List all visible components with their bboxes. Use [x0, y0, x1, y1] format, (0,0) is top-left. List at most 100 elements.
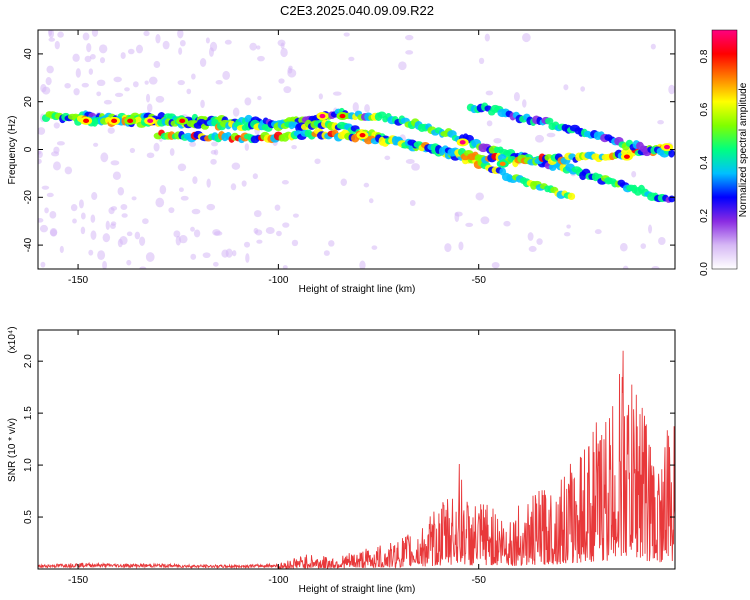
- heatmap-cell: [105, 220, 110, 230]
- heatmap-cell: [129, 147, 136, 154]
- heatmap-cell: [132, 81, 139, 88]
- heatmap-cell: [155, 197, 165, 208]
- heatmap-cell: [535, 134, 544, 143]
- heatmap-cell: [484, 33, 490, 42]
- heatmap-cell: [102, 233, 111, 243]
- heatmap-cell: [78, 199, 84, 209]
- heatmap-cell: [276, 230, 282, 237]
- heatmap-cell: [100, 152, 109, 163]
- heatmap-cell: [208, 47, 214, 57]
- snr-y-ticks: 0.5 1.0 1.5 2.0: [23, 354, 675, 524]
- heatmap-cell: [162, 40, 170, 50]
- heatmap-cell: [139, 266, 147, 269]
- heatmap-cell: [112, 171, 121, 180]
- heatmap-cell: [491, 261, 500, 269]
- heatmap-cell: [409, 200, 416, 206]
- heatmap-cell: [124, 87, 130, 92]
- heatmap-cell: [53, 122, 60, 129]
- heatmap-cell: [222, 70, 231, 80]
- y-tick-label: 0: [23, 146, 34, 152]
- heatmap-cell: [291, 145, 297, 150]
- x-tick-label: -150: [68, 575, 88, 586]
- snr-x-axis-label: Height of straight line (km): [299, 584, 416, 595]
- heatmap-cell: [90, 230, 97, 240]
- heatmap-cell: [411, 163, 420, 171]
- heatmap-cell: [278, 78, 285, 84]
- heatmap-cell: [444, 243, 452, 253]
- heatmap-cell: [178, 47, 183, 55]
- heatmap-cell: [212, 261, 219, 267]
- heatmap-cell: [231, 162, 241, 170]
- heatmap-cell: [146, 152, 155, 159]
- snr-multiplier: (x10⁴): [7, 326, 18, 353]
- heatmap-cell: [107, 127, 115, 134]
- heatmap-cell: [493, 137, 502, 144]
- heatmap-cell: [594, 229, 602, 235]
- snr-panel: -150 -100 -50 0.5 1.0 1.5 2.0 Height of strai…: [7, 326, 676, 595]
- y-tick-label: 1.5: [23, 406, 34, 420]
- x-tick-label: -100: [268, 275, 288, 286]
- heatmap-hotspot-core: [111, 118, 118, 124]
- heatmap-cell: [200, 99, 205, 109]
- heatmap-cell: [51, 151, 60, 157]
- heatmap-cell: [292, 213, 299, 218]
- heatmap-cell: [398, 61, 407, 71]
- heatmap-cell: [221, 249, 229, 258]
- heatmap-cell: [619, 243, 628, 252]
- heatmap-cell: [332, 91, 342, 96]
- heatmap-cell: [283, 86, 292, 94]
- heatmap-cell: [384, 155, 391, 161]
- heatmap-cell: [405, 50, 414, 55]
- heatmap-cell: [280, 42, 285, 50]
- x-tick-label: -100: [268, 575, 288, 586]
- heatmap-cell: [256, 239, 263, 244]
- heatmap-cell: [53, 161, 61, 171]
- heatmap-cell: [657, 120, 664, 125]
- heatmap-cell: [280, 47, 288, 58]
- heatmap-cell: [96, 91, 102, 97]
- colorbar-tick-label: 0.0: [699, 262, 710, 276]
- heatmap-cell: [405, 159, 415, 164]
- heatmap-cell: [314, 158, 321, 165]
- heatmap-cell: [117, 238, 123, 248]
- colorbar-gradient: [711, 29, 738, 270]
- heatmap-cell: [48, 37, 56, 42]
- heatmap-cell: [191, 208, 201, 215]
- heatmap-cell: [134, 231, 141, 240]
- heatmap-cell: [57, 31, 64, 38]
- heatmap-cell: [454, 212, 460, 223]
- spectrogram-x-axis-label: Height of straight line (km): [299, 284, 416, 295]
- heatmap-cell: [38, 127, 46, 135]
- heatmap-cell: [59, 245, 64, 254]
- heatmap-cell: [545, 117, 554, 125]
- heatmap-cell: [340, 178, 348, 187]
- heatmap-hotspot-core: [339, 113, 346, 119]
- heatmap-cell: [178, 235, 188, 244]
- heatmap-cell: [257, 55, 265, 62]
- heatmap-cell: [120, 52, 126, 59]
- heatmap-cell: [522, 99, 527, 108]
- heatmap-cell: [54, 40, 60, 50]
- heatmap-cell: [232, 107, 240, 117]
- heatmap-cell: [102, 260, 107, 269]
- heatmap-cell: [249, 42, 257, 51]
- heatmap-cell: [153, 142, 160, 152]
- heatmap-cell: [256, 45, 261, 50]
- heatmap-cell: [210, 149, 217, 155]
- heatmap-cell: [64, 83, 71, 89]
- snr-plot-area: [38, 330, 675, 569]
- heatmap-hotspot-core: [663, 144, 670, 150]
- heatmap-cell: [38, 217, 44, 223]
- colorbar-ticks: 0.0 0.2 0.4 0.6 0.8: [699, 49, 710, 276]
- heatmap-cell: [110, 221, 117, 226]
- heatmap-cell: [96, 79, 106, 87]
- x-tick-label: -50: [471, 275, 486, 286]
- heatmap-cell: [75, 68, 81, 78]
- heatmap-marks: [38, 30, 675, 269]
- heatmap-cell: [465, 222, 474, 227]
- heatmap-cell: [213, 231, 223, 236]
- heatmap-cell: [145, 252, 155, 262]
- spectrogram-panel: -150 -100 -50 -40 -20 0 20 40 Height of straig…: [7, 29, 676, 295]
- spectrogram-y-ticks: -40 -20 0 20 40: [23, 48, 675, 252]
